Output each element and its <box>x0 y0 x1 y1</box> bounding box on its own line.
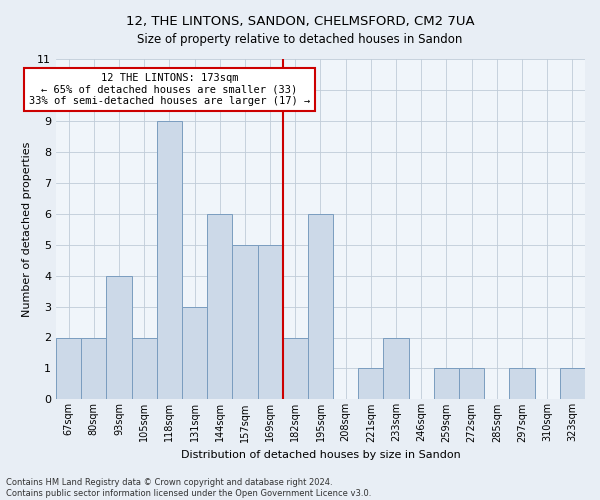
Text: 12, THE LINTONS, SANDON, CHELMSFORD, CM2 7UA: 12, THE LINTONS, SANDON, CHELMSFORD, CM2… <box>125 15 475 28</box>
Bar <box>56 338 81 400</box>
Text: Contains HM Land Registry data © Crown copyright and database right 2024.
Contai: Contains HM Land Registry data © Crown c… <box>6 478 371 498</box>
Bar <box>434 368 459 400</box>
Y-axis label: Number of detached properties: Number of detached properties <box>22 142 32 317</box>
Bar <box>207 214 232 400</box>
Bar <box>106 276 131 400</box>
Bar <box>131 338 157 400</box>
Bar <box>308 214 333 400</box>
Bar <box>283 338 308 400</box>
X-axis label: Distribution of detached houses by size in Sandon: Distribution of detached houses by size … <box>181 450 460 460</box>
Text: 12 THE LINTONS: 173sqm
← 65% of detached houses are smaller (33)
33% of semi-det: 12 THE LINTONS: 173sqm ← 65% of detached… <box>29 73 310 106</box>
Bar <box>358 368 383 400</box>
Bar <box>383 338 409 400</box>
Bar <box>232 244 257 400</box>
Bar <box>509 368 535 400</box>
Bar <box>157 121 182 400</box>
Bar <box>257 244 283 400</box>
Bar <box>459 368 484 400</box>
Text: Size of property relative to detached houses in Sandon: Size of property relative to detached ho… <box>137 32 463 46</box>
Bar <box>560 368 585 400</box>
Bar <box>81 338 106 400</box>
Bar <box>182 306 207 400</box>
